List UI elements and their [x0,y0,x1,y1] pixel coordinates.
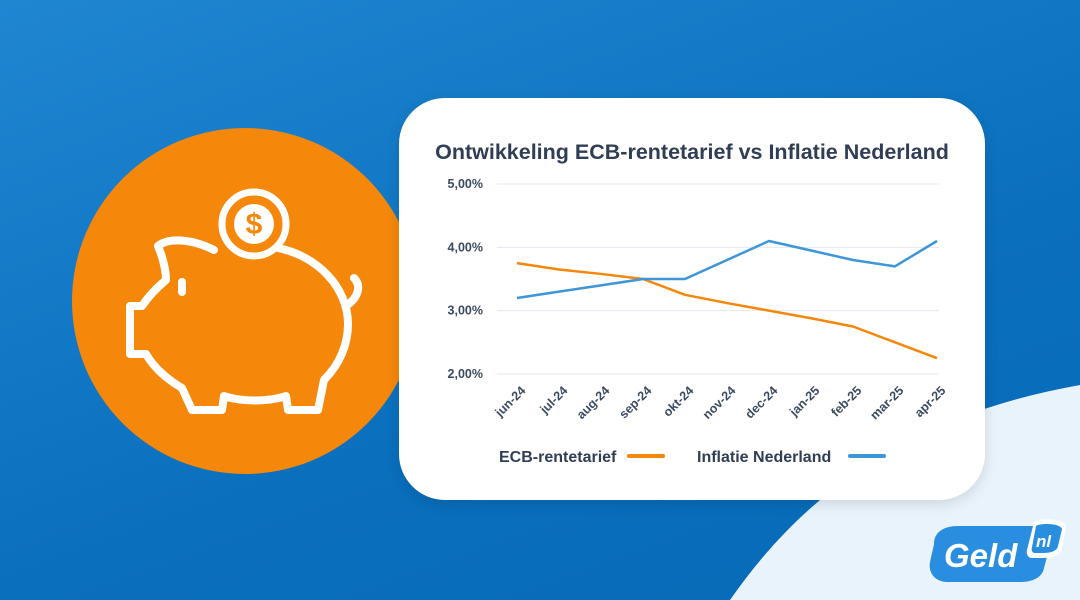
y-tick-label: 5,00% [448,177,483,191]
chart-title: Ontwikkeling ECB-rentetarief vs Inflatie… [435,140,949,164]
legend-label: Inflatie Nederland [697,449,831,466]
chart-card: Ontwikkeling ECB-rentetarief vs Inflatie… [399,98,985,500]
x-tick-label: aug-24 [574,383,612,421]
x-tick-label: dec-24 [743,383,781,421]
y-tick-label: 4,00% [448,240,483,254]
x-tick-label: nov-24 [700,383,738,421]
x-tick-label: jul-24 [537,383,571,417]
dollar-coin-icon: $ [218,188,290,260]
x-tick-label: jun-24 [492,383,529,420]
logo-main-text: Geld [944,537,1018,574]
x-tick-label: mar-25 [868,383,907,422]
x-tick-label: okt-24 [660,383,696,419]
y-tick-label: 2,00% [448,367,483,381]
logo-suffix-text: nl [1036,532,1052,551]
geld-nl-logo: Geld nl [929,519,1066,582]
svg-text:$: $ [246,208,263,241]
x-tick-label: sep-24 [617,383,655,421]
x-tick-label: feb-25 [828,383,864,419]
line-chart: Ontwikkeling ECB-rentetarief vs Inflatie… [435,140,949,466]
series-line-1 [516,239,938,300]
x-tick-label: apr-25 [912,384,948,420]
y-tick-label: 3,00% [448,304,483,318]
piggy-bank-icon: $ [126,188,363,414]
x-tick-label: jan-25 [786,384,822,420]
piggy-bank-illustration: $ [72,128,418,474]
legend-label: ECB-rentetarief [499,449,617,466]
